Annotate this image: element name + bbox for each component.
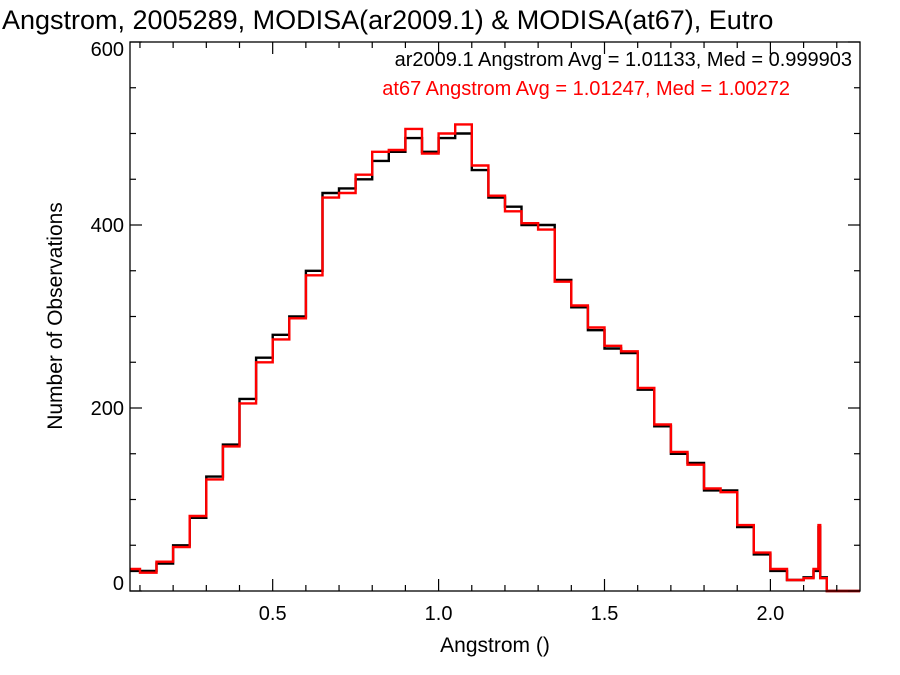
legend-ar2009: ar2009.1 Angstrom Avg = 1.01133, Med = 0…: [395, 49, 852, 71]
x-tick-label: 0.5: [259, 603, 287, 625]
y-tick-label: 400: [91, 215, 124, 237]
y-tick-label: 0: [113, 573, 124, 595]
series-line-ar2009-1: [130, 132, 860, 593]
plot-frame: [129, 41, 861, 592]
x-axis-label: Angstrom (): [440, 634, 550, 657]
y-tick-label: 600: [91, 39, 124, 61]
legend-at67: at67 Angstrom Avg = 1.01247, Med = 1.002…: [382, 78, 790, 100]
x-tick-label: 1.5: [591, 603, 619, 625]
y-tick-label: 200: [91, 398, 124, 420]
series-layer: [130, 123, 860, 593]
series-line-at67: [130, 123, 860, 593]
ticks-layer: 0.5 1.0 1.5 2.0 0 200 400 600: [91, 39, 860, 625]
x-tick-label: 2.0: [757, 603, 785, 625]
x-tick-label: 1.0: [425, 603, 453, 625]
chart-title: Angstrom, 2005289, MODISA(ar2009.1) & MO…: [2, 5, 773, 35]
y-axis-label: Number of Observations: [44, 202, 67, 430]
